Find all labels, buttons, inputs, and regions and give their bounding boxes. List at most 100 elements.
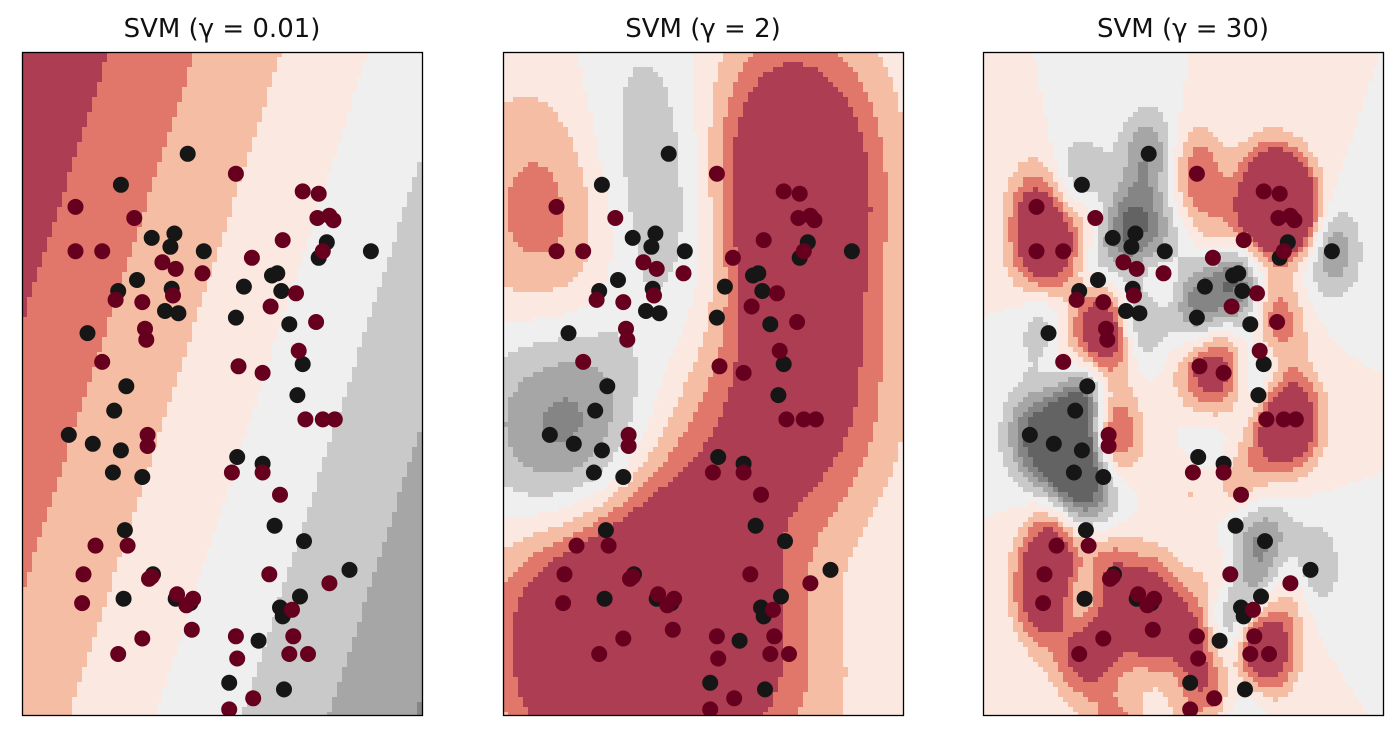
class-0-point bbox=[702, 674, 719, 691]
class-1-point bbox=[325, 212, 342, 229]
class-1-point bbox=[724, 249, 741, 266]
class-0-point bbox=[1140, 145, 1157, 162]
class-1-point bbox=[245, 690, 262, 707]
class-1-point bbox=[1095, 294, 1112, 311]
series-class-1-point bbox=[548, 165, 824, 716]
class-1-point bbox=[771, 342, 788, 359]
class-0-point bbox=[1131, 305, 1148, 322]
class-0-point bbox=[1230, 265, 1247, 282]
class-0-point bbox=[565, 435, 582, 452]
class-0-point bbox=[1067, 402, 1084, 419]
class-0-point bbox=[1196, 278, 1213, 295]
class-1-point bbox=[94, 243, 111, 260]
class-1-point bbox=[139, 426, 156, 443]
class-1-point bbox=[765, 601, 781, 618]
class-0-point bbox=[179, 145, 196, 162]
class-1-point bbox=[1100, 438, 1117, 454]
class-0-point bbox=[775, 356, 792, 373]
class-1-point bbox=[588, 291, 605, 308]
class-1-point bbox=[708, 628, 725, 645]
class-1-point bbox=[1222, 566, 1239, 583]
class-1-point bbox=[675, 265, 692, 282]
class-0-point bbox=[560, 325, 577, 342]
class-1-point bbox=[74, 595, 91, 612]
class-1-point bbox=[284, 601, 300, 618]
class-1-point bbox=[795, 243, 812, 260]
class-1-point bbox=[1128, 260, 1145, 277]
class-1-point bbox=[615, 630, 632, 647]
class-1-point bbox=[753, 486, 769, 503]
class-1-point bbox=[1204, 249, 1221, 266]
class-1-point bbox=[141, 570, 157, 587]
class-0-point bbox=[624, 229, 641, 246]
svm-panel-gamma-30: SVM (γ = 30) bbox=[982, 14, 1385, 717]
plot-area-gamma-0-01 bbox=[22, 52, 423, 716]
class-0-point bbox=[615, 469, 632, 485]
class-1-point bbox=[619, 331, 636, 348]
class-0-point bbox=[593, 176, 610, 193]
class-0-point bbox=[651, 305, 668, 322]
class-0-point bbox=[235, 278, 252, 295]
class-1-point bbox=[769, 285, 785, 302]
class-0-point bbox=[1118, 303, 1134, 319]
plot-area-gamma-2 bbox=[503, 52, 904, 716]
class-0-point bbox=[1040, 325, 1057, 342]
class-1-point bbox=[1080, 537, 1097, 554]
class-1-point bbox=[1055, 243, 1072, 260]
class-1-point bbox=[622, 570, 638, 587]
class-0-point bbox=[1242, 316, 1259, 333]
class-1-point bbox=[178, 597, 195, 614]
class-1-point bbox=[87, 537, 104, 554]
class-1-point bbox=[221, 701, 238, 716]
svm-panel-gamma-0-01: SVM (γ = 0.01) bbox=[21, 14, 424, 717]
class-0-point bbox=[708, 309, 725, 326]
class-1-point bbox=[568, 537, 585, 554]
class-1-point bbox=[795, 411, 812, 428]
class-1-point bbox=[288, 285, 304, 302]
class-1-point bbox=[1055, 353, 1072, 370]
class-1-point bbox=[1036, 566, 1053, 583]
decision-surface bbox=[22, 52, 423, 716]
class-1-point bbox=[1215, 464, 1232, 481]
class-0-point bbox=[1079, 378, 1096, 395]
class-1-point bbox=[261, 566, 278, 583]
class-0-point bbox=[157, 303, 173, 319]
class-1-point bbox=[138, 331, 155, 348]
class-1-point bbox=[1251, 342, 1268, 359]
class-1-point bbox=[1035, 595, 1052, 612]
svm-panel-gamma-2: SVM (γ = 2) bbox=[502, 14, 905, 717]
class-1-point bbox=[664, 621, 681, 638]
class-0-point bbox=[1104, 229, 1121, 246]
class-0-point bbox=[1073, 442, 1090, 459]
class-1-point bbox=[1144, 621, 1161, 638]
class-1-point bbox=[1184, 464, 1201, 481]
class-0-point bbox=[750, 265, 767, 282]
class-1-point bbox=[75, 566, 92, 583]
class-0-point bbox=[195, 243, 212, 260]
class-1-point bbox=[227, 628, 244, 645]
class-1-point bbox=[1102, 570, 1118, 587]
class-0-point bbox=[753, 599, 769, 616]
class-1-point bbox=[1155, 265, 1172, 282]
class-0-point bbox=[266, 517, 283, 534]
class-0-point bbox=[281, 316, 298, 333]
class-1-point bbox=[1028, 198, 1045, 215]
class-1-point bbox=[704, 464, 721, 481]
panel-title-gamma-2: SVM (γ = 2) bbox=[625, 14, 781, 44]
axes-frame bbox=[982, 51, 1385, 717]
class-1-point bbox=[308, 314, 325, 330]
class-1-point bbox=[134, 294, 151, 311]
class-1-point bbox=[548, 198, 565, 215]
class-1-point bbox=[67, 198, 84, 215]
class-0-point bbox=[1021, 426, 1038, 443]
class-1-point bbox=[1242, 646, 1259, 662]
class-1-point bbox=[94, 353, 111, 370]
class-1-point bbox=[243, 249, 260, 266]
class-0-point bbox=[597, 522, 614, 539]
class-1-point bbox=[300, 646, 316, 662]
class-0-point bbox=[1302, 561, 1319, 578]
class-0-point bbox=[585, 464, 602, 481]
class-1-point bbox=[1048, 537, 1065, 554]
class-0-point bbox=[770, 387, 787, 404]
class-0-point bbox=[118, 378, 135, 395]
